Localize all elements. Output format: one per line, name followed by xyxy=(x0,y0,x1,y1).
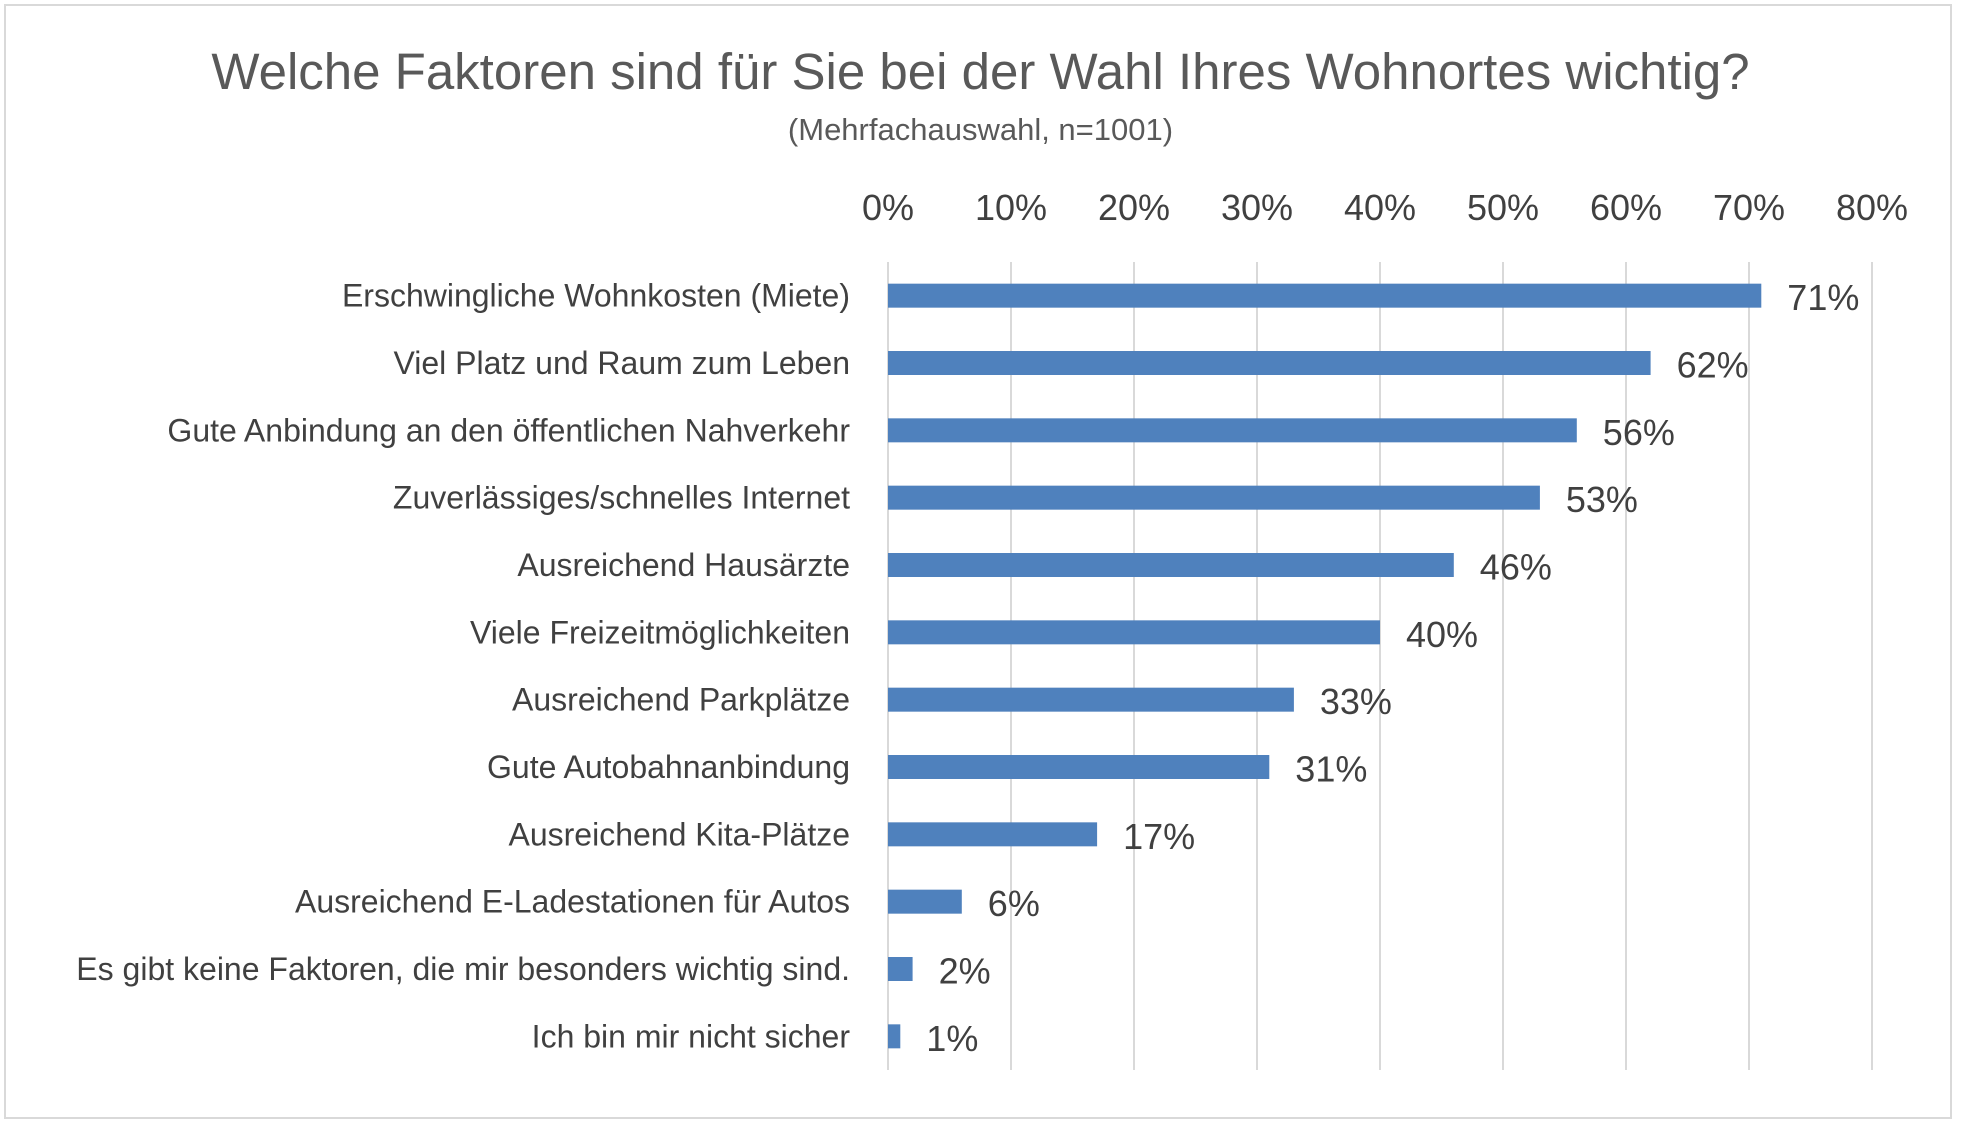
data-label: 33% xyxy=(1320,681,1392,722)
bar xyxy=(888,755,1270,779)
category-label: Zuverlässiges/schnelles Internet xyxy=(393,480,850,516)
bar xyxy=(888,620,1380,645)
bar xyxy=(888,418,1577,443)
x-tick-label: 80% xyxy=(1836,187,1908,228)
data-label: 62% xyxy=(1677,345,1749,386)
x-tick-label: 20% xyxy=(1098,187,1170,228)
bars xyxy=(888,283,1762,1049)
bar xyxy=(888,889,962,914)
bar xyxy=(888,553,1454,577)
x-tick-label: 0% xyxy=(862,187,914,228)
value-labels: 71% 62%56% 53% 46%40% 33% 31% 17% 6% 2% 1% xyxy=(926,277,1859,1059)
x-tick-label: 10% xyxy=(975,187,1047,228)
category-label: Gute Anbindung an den öffentlichen Nahve… xyxy=(167,412,850,448)
category-label: Ausreichend Kita-Plätze xyxy=(508,816,850,852)
x-axis-ticks: 0% 10% 20% 30% 40% 50% 60% 70% 80% xyxy=(862,187,1908,228)
category-label: Ich bin mir nicht sicher xyxy=(532,1018,851,1054)
category-label: Viel Platz und Raum zum Leben xyxy=(393,345,850,381)
category-label: Erschwingliche Wohnkosten (Miete) xyxy=(342,278,850,314)
category-label: Gute Autobahnanbindung xyxy=(487,749,850,785)
data-label: 31% xyxy=(1295,749,1367,790)
chart-subtitle: (Mehrfachauswahl, n=1001) xyxy=(787,112,1174,147)
bar xyxy=(888,822,1098,847)
x-tick-label: 40% xyxy=(1344,187,1416,228)
data-label: 53% xyxy=(1566,479,1638,520)
category-label: Ausreichend E-Ladestationen für Autos xyxy=(295,884,850,920)
x-tick-label: 50% xyxy=(1467,187,1539,228)
data-label: 2% xyxy=(939,951,991,992)
category-label: Ausreichend Hausärzte xyxy=(517,547,850,583)
data-label: 71% xyxy=(1787,277,1859,318)
category-label: Viele Freizeitmöglichkeiten xyxy=(470,614,850,650)
data-label: 6% xyxy=(988,883,1040,924)
category-label: Es gibt keine Faktoren, die mir besonder… xyxy=(76,951,850,987)
bar xyxy=(888,351,1651,375)
data-label: 1% xyxy=(926,1018,978,1059)
category-labels: Erschwingliche Wohnkosten (Miete) Viel Pl… xyxy=(76,278,850,1055)
chart-title: Welche Faktoren sind für Sie bei der Wah… xyxy=(211,43,1750,100)
bar xyxy=(888,687,1294,712)
data-label: 40% xyxy=(1406,614,1478,655)
data-label: 17% xyxy=(1123,816,1195,857)
x-tick-label: 60% xyxy=(1590,187,1662,228)
bar xyxy=(888,485,1540,510)
data-label: 46% xyxy=(1480,547,1552,588)
data-label: 56% xyxy=(1603,412,1675,453)
x-tick-label: 30% xyxy=(1221,187,1293,228)
bar xyxy=(888,283,1762,308)
gridlines xyxy=(887,262,1873,1070)
x-tick-label: 70% xyxy=(1713,187,1785,228)
category-label: Ausreichend Parkplätze xyxy=(512,682,850,718)
bar xyxy=(888,1024,901,1049)
bar xyxy=(888,957,913,981)
